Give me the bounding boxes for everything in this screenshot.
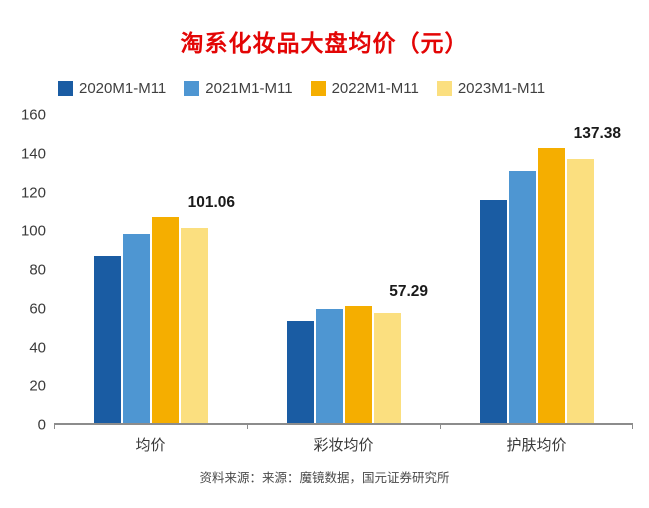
legend-swatch (184, 81, 200, 96)
bar-2020M1-M11 (286, 320, 314, 423)
y-axis-tick-label: 100 (20, 222, 46, 240)
y-axis-tick-label: 60 (29, 300, 46, 318)
legend-swatch (436, 81, 452, 96)
legend-label: 2020M1-M11 (79, 80, 167, 97)
legend-item-2021M1-M11: 2021M1-M11 (184, 80, 293, 97)
y-axis-tick-label: 80 (29, 261, 46, 279)
bar-2020M1-M11 (479, 199, 507, 423)
legend-swatch (58, 81, 73, 96)
source-note: 资料来源：来源：魔镜数据，国元证券研究所 (199, 471, 450, 485)
bar-group (93, 115, 208, 423)
y-axis-tick-label: 0 (37, 416, 46, 434)
y-axis: 0 20 40 60 80 100 120 140 160 (8, 107, 46, 434)
bar-2020M1-M11 (93, 255, 121, 423)
legend-label: 2022M1-M11 (331, 80, 419, 97)
bar-2023M1-M11 (373, 312, 401, 423)
legend-item-2020M1-M11: 2020M1-M11 (58, 80, 166, 97)
category-group-护肤均价: 137.38 护肤均价 (440, 115, 633, 454)
legend-label: 2021M1-M11 (205, 80, 293, 97)
bar-2023M1-M11 (180, 228, 208, 423)
value-label: 137.38 (573, 124, 621, 142)
bar-2022M1-M11 (151, 217, 179, 423)
x-axis-category-label: 均价 (135, 437, 166, 454)
legend-item-2023M1-M11: 2023M1-M11 (436, 80, 546, 97)
bar-2022M1-M11 (344, 305, 372, 423)
value-label: 57.29 (389, 282, 428, 300)
y-axis-tick-label: 140 (20, 145, 46, 163)
legend-swatch (310, 81, 326, 96)
x-axis-category-label: 护肤均价 (506, 437, 567, 454)
y-axis-tick-label: 40 (29, 339, 46, 356)
y-axis-tick-label: 20 (29, 377, 46, 395)
category-group-均价: 101.06 均价 (54, 115, 247, 454)
plot-area: 101.06 均价 57.29 彩妆均价 137.38 护肤均价 (54, 115, 633, 454)
bar-chart: 0 20 40 60 80 100 120 140 160 101.06 均价 57.29 彩妆均价 1… (8, 107, 637, 454)
bar-2021M1-M11 (508, 170, 536, 423)
bar-2021M1-M11 (315, 309, 343, 423)
value-label: 101.06 (187, 194, 235, 212)
x-axis-category-label: 彩妆均价 (313, 437, 374, 454)
bar-group (286, 115, 401, 423)
y-axis-tick-label: 160 (20, 106, 46, 124)
y-axis-tick-label: 120 (20, 184, 46, 201)
bar-2022M1-M11 (537, 147, 565, 423)
bar-2021M1-M11 (122, 234, 150, 423)
legend-item-2022M1-M11: 2022M1-M11 (310, 80, 419, 97)
bar-2023M1-M11 (566, 158, 594, 423)
chart-title: 淘系化妆品大盘均价（元） (180, 30, 469, 56)
legend: 2020M1-M11 2021M1-M11 2022M1-M11 2023M1-M11 (58, 80, 649, 97)
legend-label: 2023M1-M11 (457, 80, 546, 97)
bar-group (479, 115, 594, 423)
category-group-彩妆均价: 57.29 彩妆均价 (247, 115, 440, 454)
